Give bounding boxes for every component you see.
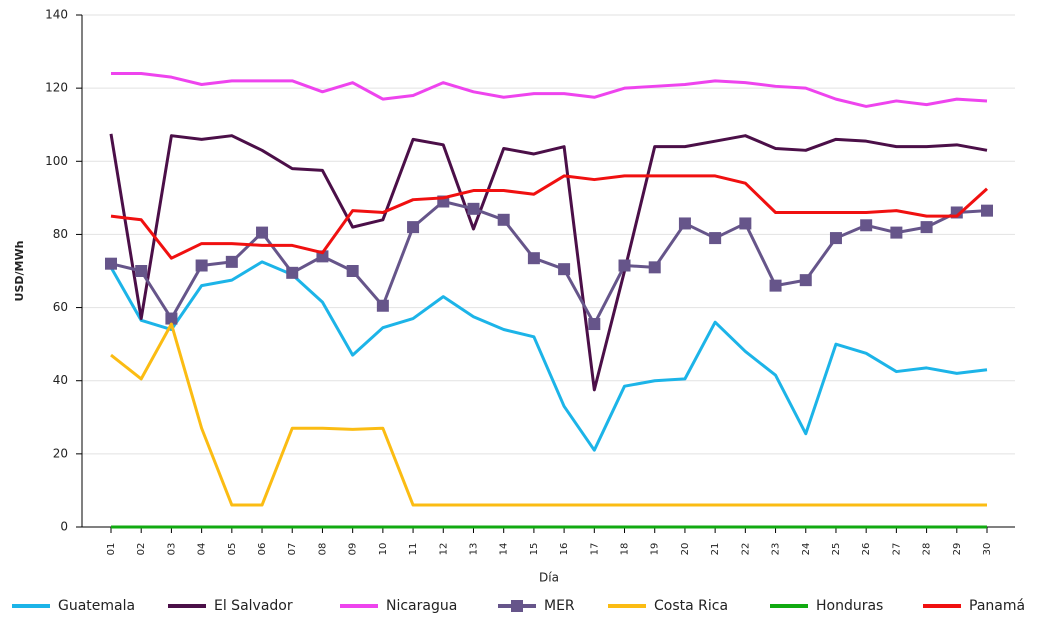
y-tick-label: 80 — [53, 227, 68, 241]
legend-label: El Salvador — [214, 598, 293, 614]
legend-label: Guatemala — [58, 598, 135, 614]
x-tick-label: 30 — [982, 543, 993, 556]
marker — [407, 221, 420, 234]
x-tick-label: 20 — [680, 543, 691, 556]
marker — [769, 279, 782, 292]
legend-label: Panamá — [969, 598, 1025, 614]
x-tick-label: 03 — [166, 543, 177, 556]
series-line — [111, 72, 988, 108]
marker — [678, 217, 691, 230]
marker — [739, 217, 752, 230]
y-axis-title: USD/MWh — [13, 241, 26, 302]
marker — [346, 265, 359, 277]
x-tick-label: 08 — [317, 543, 328, 556]
series-line — [110, 200, 988, 326]
y-tick-label: 60 — [53, 300, 68, 314]
x-tick-label: 19 — [650, 543, 661, 556]
y-tick-label: 0 — [60, 520, 68, 534]
marker — [527, 252, 540, 265]
marker — [105, 257, 117, 270]
legend-label: Honduras — [816, 598, 883, 614]
series-line — [110, 322, 987, 507]
marker — [829, 232, 842, 245]
marker — [860, 219, 873, 232]
x-tick-label: 13 — [468, 543, 479, 556]
marker — [558, 263, 571, 276]
y-tick-label: 20 — [53, 446, 68, 460]
x-tick-label: 09 — [348, 543, 359, 556]
x-tick-label: 21 — [710, 543, 721, 556]
x-tick-label: 17 — [589, 543, 600, 556]
x-tick-label: 05 — [227, 543, 238, 556]
marker — [588, 318, 601, 331]
marker — [618, 259, 631, 272]
x-tick-label: 10 — [378, 543, 389, 556]
series-line — [110, 174, 989, 260]
marker — [467, 202, 480, 215]
x-tick-label: 07 — [287, 543, 298, 556]
marker — [981, 204, 993, 217]
x-tick-label: 28 — [922, 543, 933, 556]
x-tick-label: 16 — [559, 543, 570, 556]
marker — [286, 266, 299, 279]
marker — [890, 226, 903, 239]
marker — [709, 232, 722, 245]
y-tick-label: 100 — [45, 154, 68, 168]
x-tick-label: 04 — [197, 543, 208, 556]
marker — [165, 312, 178, 325]
marker — [920, 221, 933, 234]
x-tick-label: 18 — [620, 543, 631, 556]
series-line — [109, 133, 988, 392]
legend-label: Nicaragua — [386, 598, 457, 614]
legend-label: Costa Rica — [654, 598, 728, 614]
x-tick-label: 27 — [891, 543, 902, 556]
marker — [648, 261, 661, 274]
x-tick-label: 25 — [831, 543, 842, 556]
x-tick-label: 29 — [952, 543, 963, 556]
x-tick-label: 14 — [499, 543, 510, 556]
x-tick-label: 26 — [861, 543, 872, 556]
series-line — [109, 260, 988, 452]
x-tick-label: 23 — [771, 543, 782, 556]
x-tick-label: 01 — [106, 543, 117, 556]
marker — [225, 255, 238, 268]
legend-marker — [511, 600, 523, 612]
marker — [497, 213, 510, 226]
x-tick-label: 12 — [438, 543, 449, 556]
marker — [256, 226, 269, 239]
marker — [135, 265, 148, 277]
legend-label: MER — [544, 598, 575, 614]
y-tick-label: 140 — [45, 8, 68, 22]
x-tick-label: 02 — [136, 543, 147, 556]
marker — [799, 274, 812, 287]
marker — [195, 259, 208, 272]
marker — [376, 299, 389, 312]
x-axis-title: Día — [539, 571, 559, 585]
x-tick-label: 15 — [529, 543, 540, 556]
x-tick-label: 24 — [801, 543, 812, 556]
y-tick-label: 40 — [53, 373, 68, 387]
x-tick-label: 22 — [740, 543, 751, 556]
x-tick-label: 06 — [257, 543, 268, 556]
y-tick-label: 120 — [45, 81, 68, 95]
x-tick-label: 11 — [408, 543, 419, 556]
